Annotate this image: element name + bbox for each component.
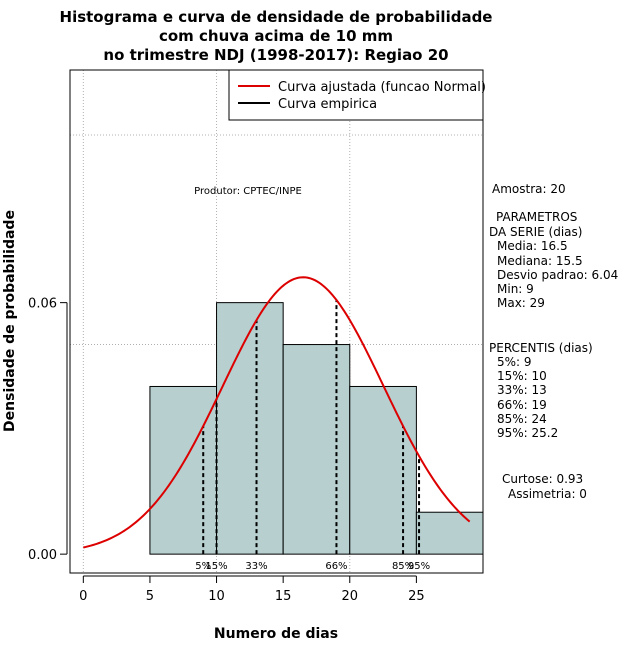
chart-title-line-3: no trimestre NDJ (1998-2017): Regiao 20 xyxy=(103,46,448,64)
stat-media: Media: 16.5 xyxy=(497,239,568,253)
stat-p85: 85%: 24 xyxy=(497,412,547,426)
stat-p33: 33%: 13 xyxy=(497,383,547,397)
percentile-label-15: 15% xyxy=(205,561,227,572)
histogram-bar xyxy=(349,385,417,555)
histogram-bar xyxy=(282,344,351,555)
percentile-label-33: 33% xyxy=(245,561,267,572)
percentile-label-66: 66% xyxy=(325,561,347,572)
legend-label-fit: Curva ajustada (funcao Normal) xyxy=(278,80,486,95)
percentile-label-85: 85% xyxy=(392,561,414,572)
stat-param-title-2: DA SERIE (dias) xyxy=(489,225,582,239)
x-tick-label: 15 xyxy=(275,589,292,604)
stat-mediana: Mediana: 15.5 xyxy=(497,254,583,268)
y-axis-label: Densidade de probabilidade xyxy=(2,210,18,432)
stat-curtose: Curtose: 0.93 xyxy=(502,472,583,486)
histogram-bar xyxy=(216,302,284,555)
stat-assimetria: Assimetria: 0 xyxy=(508,487,587,501)
axes: 0 5 10 15 20 25 0.00 0.06 xyxy=(28,297,425,604)
percentile-label-95: 95% xyxy=(408,561,430,572)
stat-min: Min: 9 xyxy=(497,282,534,296)
legend-box xyxy=(228,69,484,121)
stat-p95: 95%: 25.2 xyxy=(497,426,558,440)
stat-p15: 15%: 10 xyxy=(497,369,547,383)
stat-param-title-1: PARAMETROS xyxy=(496,210,577,224)
legend-label-empirical: Curva empirica xyxy=(278,97,377,112)
chart-title-line-2: com chuva acima de 10 mm xyxy=(159,27,393,45)
histogram-bars xyxy=(149,302,484,555)
x-tick-label: 25 xyxy=(408,589,425,604)
stat-p66: 66%: 19 xyxy=(497,398,547,412)
stat-p5: 5%: 9 xyxy=(497,355,532,369)
producer-annotation: Produtor: CPTEC/INPE xyxy=(194,186,302,197)
stat-perc-title: PERCENTIS (dias) xyxy=(489,341,593,355)
stats-panel: Amostra: 20 PARAMETROS DA SERIE (dias) M… xyxy=(489,182,618,501)
histogram-bar xyxy=(415,511,484,555)
legend: Curva ajustada (funcao Normal) Curva emp… xyxy=(228,69,486,121)
x-axis-label: Numero de dias xyxy=(214,626,338,642)
y-tick-label: 0.06 xyxy=(28,297,57,312)
normal-fit-curve xyxy=(83,276,471,549)
stat-desvio: Desvio padrao: 6.04 xyxy=(497,268,618,282)
stat-max: Max: 29 xyxy=(497,296,545,310)
x-tick-label: 10 xyxy=(208,589,225,604)
y-tick-label: 0.00 xyxy=(28,548,57,563)
x-tick-label: 5 xyxy=(146,589,154,604)
stat-amostra: Amostra: 20 xyxy=(492,182,566,196)
percentile-label-5: 5% xyxy=(195,561,211,572)
chart-title-line-1: Histograma e curva de densidade de proba… xyxy=(60,8,493,26)
normal-curve-layer xyxy=(83,276,471,549)
percentile-lines: 5%15% 33% 66% 85%95% xyxy=(195,300,430,572)
x-tick-label: 20 xyxy=(342,589,359,604)
histogram-bar xyxy=(149,385,218,555)
x-tick-label: 0 xyxy=(79,589,87,604)
